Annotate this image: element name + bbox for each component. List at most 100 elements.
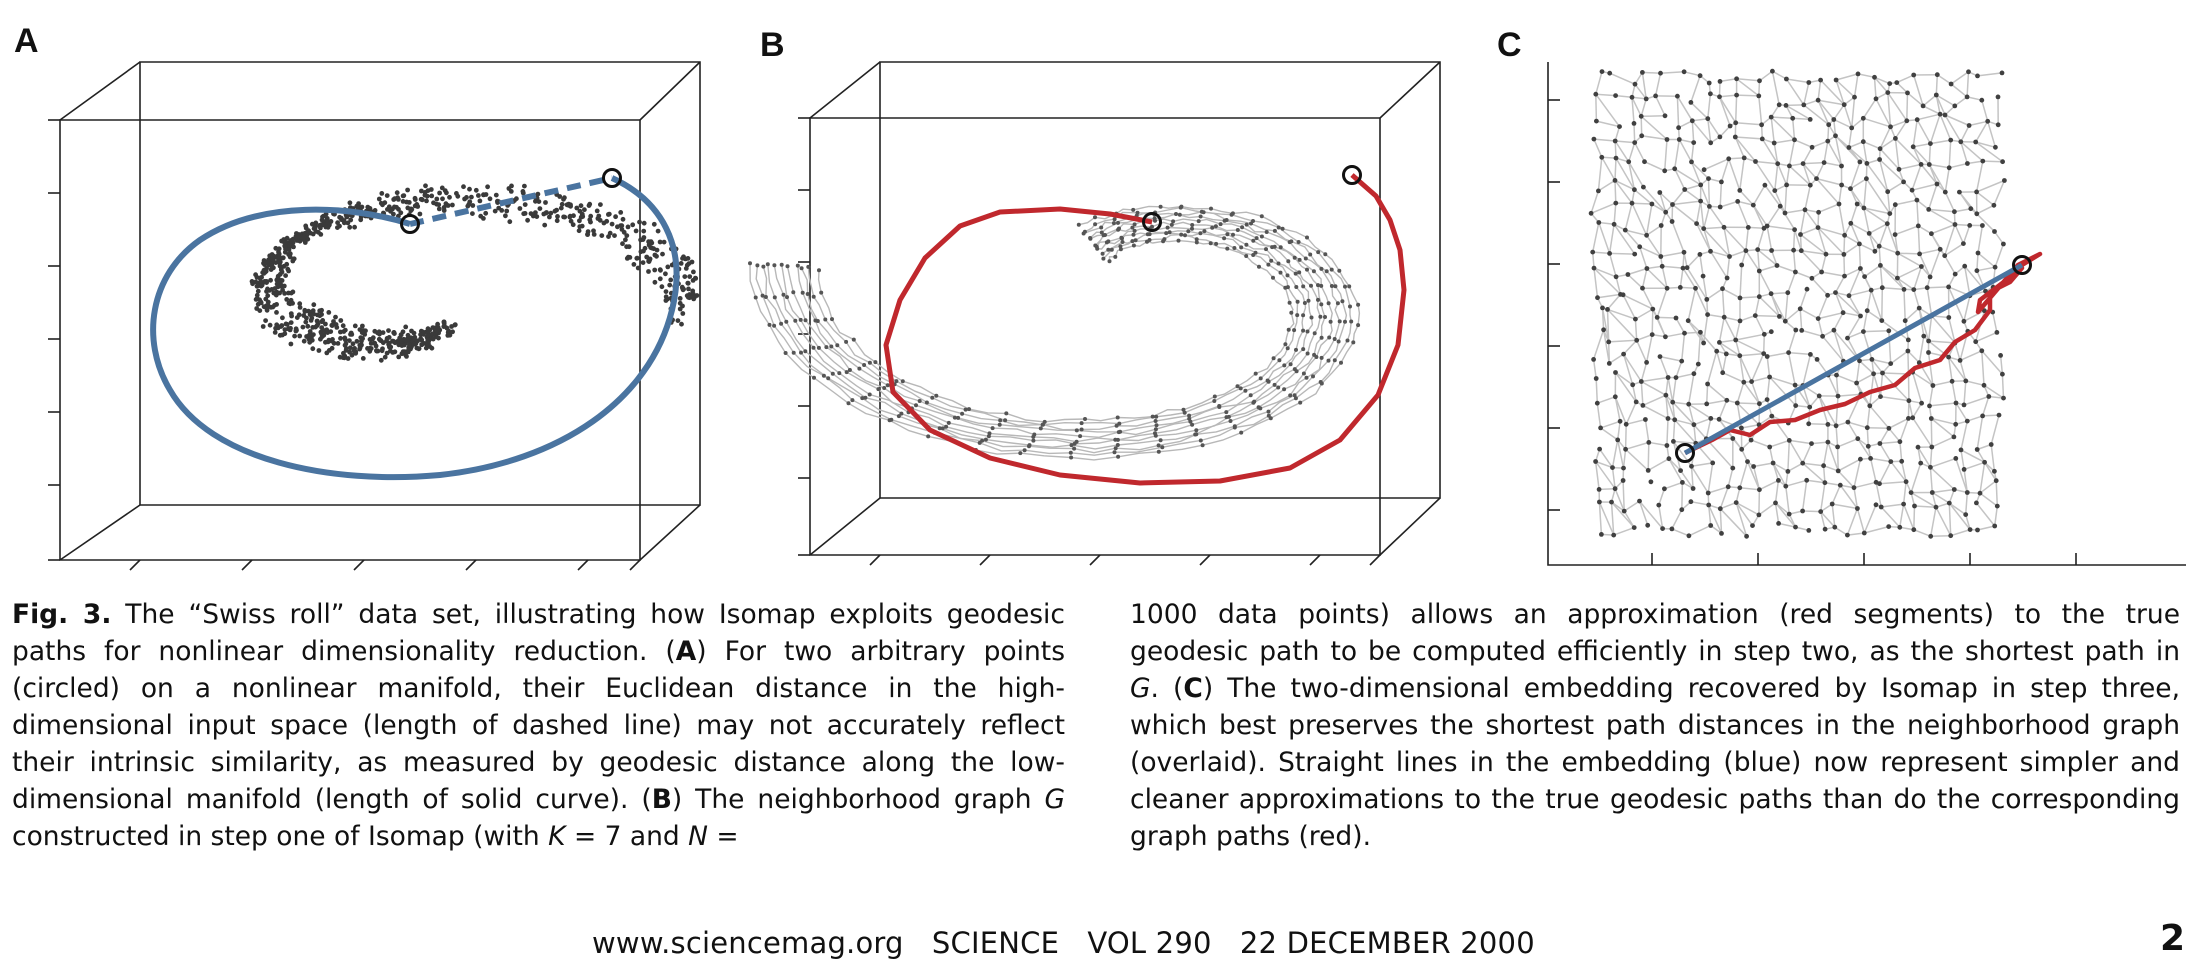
- graph-node: [1964, 94, 1970, 100]
- graph-edge: [1739, 461, 1749, 489]
- data-point: [274, 310, 279, 315]
- data-point: [658, 267, 663, 273]
- graph-edge: [1817, 227, 1845, 255]
- graph-node: [1343, 284, 1347, 289]
- page-number: 2: [2160, 918, 2186, 959]
- graph-node: [826, 376, 831, 381]
- graph-edge: [1954, 96, 1968, 107]
- graph-node: [1349, 319, 1354, 324]
- graph-node: [1708, 248, 1713, 254]
- data-point: [625, 254, 631, 260]
- graph-edge: [1873, 77, 1877, 99]
- graph-node: [1717, 79, 1723, 84]
- data-point: [342, 337, 348, 343]
- data-point: [391, 330, 397, 336]
- graph-node: [1860, 139, 1866, 145]
- graph-node: [1785, 290, 1791, 296]
- graph-edge: [1739, 189, 1754, 206]
- graph-edge: [1802, 163, 1818, 180]
- graph-edge: [1976, 191, 1995, 206]
- data-point: [577, 208, 583, 214]
- graph-node: [1682, 187, 1688, 192]
- graph-edge: [1634, 142, 1646, 163]
- graph-node: [1858, 266, 1863, 271]
- data-point: [305, 236, 311, 242]
- graph-edge: [1721, 353, 1728, 373]
- graph-edge: [1816, 177, 1842, 186]
- graph-node: [1888, 361, 1894, 366]
- graph-edge: [1707, 178, 1711, 207]
- graph-node: [1964, 418, 1970, 424]
- graph-edge: [1866, 290, 1872, 311]
- graph-edge: [1918, 307, 1930, 342]
- graph-edge: [1625, 401, 1637, 425]
- axis-tick: [577, 559, 589, 571]
- graph-node: [1682, 330, 1687, 336]
- graph-node: [1244, 242, 1249, 247]
- graph-node: [1314, 355, 1319, 359]
- graph-node: [1271, 275, 1275, 280]
- graph-node: [1639, 133, 1645, 139]
- graph-node: [1721, 224, 1727, 230]
- graph-node: [946, 420, 951, 425]
- data-point: [338, 318, 344, 323]
- graph-node: [1190, 422, 1195, 427]
- graph-edge: [1785, 165, 1791, 186]
- graph-node: [1961, 241, 1966, 247]
- graph-node: [1912, 503, 1917, 509]
- data-point: [408, 206, 414, 212]
- graph-node: [1231, 232, 1235, 237]
- graph-node: [1855, 71, 1861, 77]
- graph-edge: [1899, 418, 1910, 442]
- graph-edge: [1785, 471, 1789, 487]
- graph-node: [800, 290, 805, 295]
- graph-node: [862, 363, 867, 367]
- graph-edge: [1735, 136, 1763, 140]
- graph-node: [1662, 113, 1668, 119]
- graph-edge: [1837, 438, 1859, 448]
- graph-edge: [1994, 243, 2005, 268]
- graph-edge: [1631, 97, 1635, 124]
- graph-node: [1650, 306, 1656, 312]
- graph-node: [1145, 232, 1150, 237]
- graph-node: [1884, 221, 1890, 227]
- graph-node: [1815, 225, 1821, 231]
- graph-node: [1798, 248, 1804, 254]
- graph-node: [1190, 226, 1194, 231]
- graph-node: [1911, 72, 1917, 78]
- graph-node: [1897, 524, 1903, 530]
- graph-node: [1777, 203, 1783, 209]
- graph-node: [1928, 416, 1934, 421]
- graph-node: [1171, 219, 1176, 224]
- graph-node: [1093, 222, 1098, 227]
- graph-node: [1767, 374, 1772, 380]
- graph-node: [1258, 376, 1263, 381]
- graph-node: [1829, 501, 1835, 507]
- graph-node: [1214, 241, 1219, 246]
- graph-node: [803, 318, 808, 323]
- graph-node: [1596, 188, 1601, 194]
- data-point: [681, 286, 686, 292]
- graph-node: [1224, 218, 1229, 222]
- panel-a-axis-ticks: [48, 119, 641, 571]
- graph-node: [1239, 245, 1244, 250]
- graph-edge: [1705, 418, 1712, 439]
- graph-node: [1835, 468, 1841, 474]
- graph-edge: [1847, 532, 1865, 536]
- graph-node: [1768, 291, 1774, 297]
- data-point: [547, 214, 552, 220]
- graph-node: [1720, 286, 1725, 292]
- graph-node: [1846, 293, 1852, 299]
- graph-node: [1623, 446, 1628, 452]
- graph-edge: [1787, 462, 1804, 473]
- graph-node: [1836, 201, 1842, 207]
- graph-node: [1027, 444, 1031, 449]
- graph-node: [1311, 269, 1316, 274]
- graph-edge: [1919, 248, 1941, 255]
- graph-edge: [1625, 229, 1647, 237]
- graph-edge: [1791, 118, 1796, 140]
- graph-node: [1756, 512, 1762, 518]
- data-point: [654, 253, 659, 259]
- graph-node: [1800, 460, 1806, 466]
- caption-text: ) For two arbitrary points (circled) on …: [12, 636, 1066, 815]
